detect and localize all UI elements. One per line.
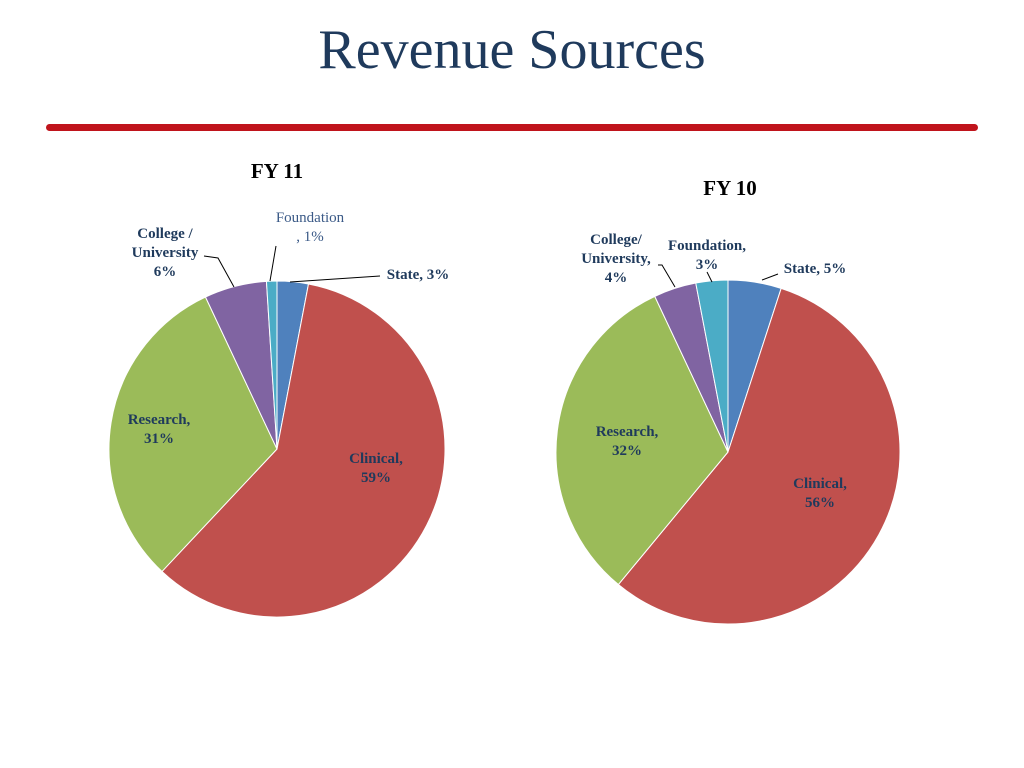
data-label-clinical: Clinical, 59% xyxy=(349,451,403,486)
data-label-foundation: Foundation, 3% xyxy=(668,238,746,273)
leader-line-college-university xyxy=(658,264,676,288)
pie-slice-research xyxy=(108,296,278,573)
pie-fy10: State, 5% Clinical, 56% Research, 32% College… xyxy=(555,232,901,625)
pie-slice-clinical xyxy=(161,283,446,618)
pie-slice-research xyxy=(555,295,729,586)
data-label-state: State, 5% xyxy=(784,261,847,277)
leader-line-state xyxy=(761,273,779,281)
pie-fy11: State, 3% Clinical, 59% Research, 31% College… xyxy=(108,210,450,618)
leader-line-foundation xyxy=(269,245,277,282)
leader-line-college-university xyxy=(203,255,235,288)
data-label-college-university: College / University 6% xyxy=(132,226,199,280)
data-label-research: Research, 31% xyxy=(128,412,191,447)
chart-title-fy11: FY 11 xyxy=(251,159,303,183)
data-label-foundation: Foundation, 1% xyxy=(276,210,345,245)
data-label-college-university: College/University, 4% xyxy=(581,232,651,286)
data-label-state: State, 3% xyxy=(387,267,450,283)
leader-line-foundation xyxy=(706,271,713,283)
leader-line-state xyxy=(289,275,381,283)
pie-slice-clinical xyxy=(617,287,901,625)
title-divider xyxy=(46,124,978,131)
page-title: Revenue Sources xyxy=(318,19,706,81)
data-label-clinical: Clinical, 56% xyxy=(793,476,847,511)
chart-title-fy10: FY 10 xyxy=(703,176,756,200)
data-label-research: Research, 32% xyxy=(596,424,659,459)
pie-slice-foundation xyxy=(265,280,278,450)
